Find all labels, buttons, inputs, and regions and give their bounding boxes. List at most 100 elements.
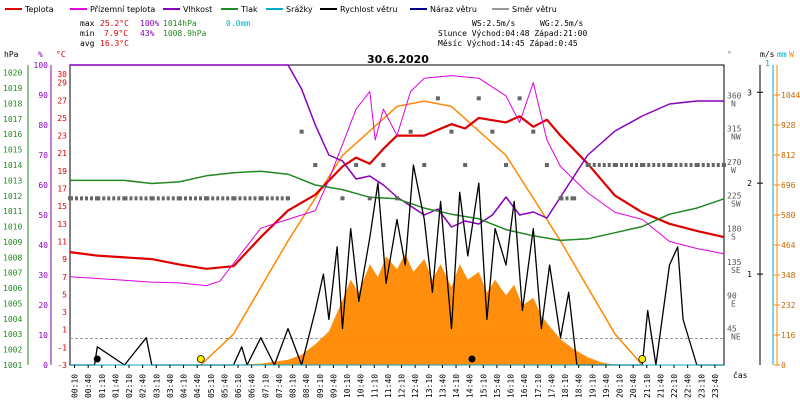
- tick-time: 23:40: [711, 374, 720, 398]
- stat-moon: Měsíc Východ:14:45 Západ:0:45: [438, 39, 578, 48]
- legend-teplota: Teplota: [24, 5, 54, 14]
- tick-temp: 3: [62, 308, 67, 317]
- tick-time: 13:40: [438, 374, 447, 398]
- tick-dir-name: SE: [731, 266, 741, 275]
- tick-pct: 100: [34, 61, 49, 70]
- wind-direction-point: [367, 196, 372, 201]
- tick-time: 12:10: [398, 374, 407, 398]
- tick-time: 09:40: [329, 374, 338, 398]
- tick-hpa: 1017: [3, 115, 22, 124]
- tick-hpa: 1010: [3, 223, 22, 232]
- tick-time: 16:10: [507, 374, 516, 398]
- tick-time: 18:40: [575, 374, 584, 398]
- tick-dir-name: NE: [731, 333, 741, 342]
- tick-hpa: 1008: [3, 253, 22, 262]
- tick-ms: 2: [747, 179, 752, 188]
- stat-max-label: max: [80, 19, 95, 28]
- wind-direction-point: [340, 196, 345, 201]
- stat-sun: Slunce Východ:04:48 Západ:21:00: [438, 29, 587, 38]
- tick-time: 03:40: [166, 374, 175, 398]
- tick-time: 12:40: [411, 374, 420, 398]
- tick-temp: 29: [57, 79, 67, 88]
- tick-temp: 5: [62, 290, 67, 299]
- tick-w: 1044: [781, 91, 800, 100]
- legend-prizemni-teplota: Přízemní teplota: [90, 5, 155, 14]
- tick-time: 10:10: [343, 374, 352, 398]
- tick-dir-name: NW: [731, 133, 741, 142]
- tick-w: 580: [781, 211, 796, 220]
- wind-direction-layer: [68, 96, 726, 363]
- tick-w: 696: [781, 181, 796, 190]
- tick-w: 116: [781, 331, 796, 340]
- wind-direction-point: [381, 163, 386, 167]
- tick-dir-deg: 45: [727, 325, 737, 334]
- tick-time: 11:40: [384, 374, 393, 398]
- tick-temp: 15: [57, 202, 67, 211]
- tick-hpa: 1001: [3, 361, 22, 370]
- tick-dir-deg: 270: [727, 158, 742, 167]
- tick-temp: 11: [57, 237, 67, 246]
- tick-dir-deg: 135: [727, 258, 742, 267]
- stat-max-hum: 100%: [140, 19, 159, 28]
- legend-rychlost-vetru: Rychlost větru: [340, 5, 397, 14]
- tick-pct: 50: [38, 211, 48, 220]
- wind-direction-point: [395, 196, 399, 201]
- tick-time: 07:10: [261, 374, 270, 398]
- tick-time: 18:10: [561, 374, 570, 398]
- legend-smer-vetru: Směr větru: [512, 5, 557, 14]
- tick-time: 14:40: [466, 374, 475, 398]
- radiation-layer: [70, 100, 724, 366]
- tick-hpa: 1005: [3, 299, 22, 308]
- tick-pct: 10: [38, 331, 48, 340]
- axis-unit-w: W: [789, 50, 794, 59]
- tick-w: 928: [781, 121, 796, 130]
- wind-direction-point: [722, 163, 726, 167]
- series-line-tlak: [70, 170, 725, 242]
- tick-time: 02:40: [139, 374, 148, 398]
- series-layer: [69, 64, 725, 366]
- tick-temp: 1: [62, 326, 67, 335]
- tick-hpa: 1012: [3, 192, 22, 201]
- tick-time: 13:10: [425, 374, 434, 398]
- axis-unit-deg: °: [727, 50, 732, 59]
- tick-time: 06:40: [248, 374, 257, 398]
- tick-dir-name: W: [731, 166, 736, 175]
- tick-time: 22:10: [670, 374, 679, 398]
- tick-dir-name: N: [731, 99, 736, 108]
- tick-dir-name: E: [731, 299, 736, 308]
- legend-vlhkost: Vlhkost: [183, 5, 212, 14]
- tick-hpa: 1019: [3, 84, 22, 93]
- stat-ws: WS:2.5m/s: [472, 19, 516, 28]
- tick-dir-deg: 315: [727, 125, 742, 134]
- tick-time: 00:40: [84, 374, 93, 398]
- tick-temp: 21: [57, 149, 67, 158]
- wind-direction-point: [313, 163, 318, 167]
- axis-unit-hpa: hPa: [4, 50, 19, 59]
- tick-time: 17:40: [547, 374, 556, 398]
- axis-unit-temp: °C: [56, 50, 66, 59]
- tick-dir-name: S: [731, 233, 736, 242]
- tick-labels-layer: 1020101910181017101610151014101310121011…: [3, 59, 800, 398]
- tick-hpa: 1011: [3, 207, 22, 216]
- wind-direction-point: [286, 196, 290, 201]
- tick-pct: 30: [38, 271, 48, 280]
- tick-pct: 90: [38, 91, 48, 100]
- tick-mm: 1: [765, 59, 770, 68]
- tick-pct: 60: [38, 181, 48, 190]
- tick-w: 812: [781, 151, 796, 160]
- tick-temp: 30: [57, 70, 67, 79]
- tick-dir-deg: 90: [727, 291, 737, 300]
- tick-time: 09:10: [316, 374, 325, 398]
- tick-time: 22:40: [684, 374, 693, 398]
- stat-min-label: min: [80, 29, 95, 38]
- wind-direction-point: [408, 129, 413, 134]
- wind-direction-point: [476, 96, 481, 101]
- tick-temp: 23: [57, 132, 67, 141]
- wind-direction-point: [531, 129, 536, 134]
- tick-temp: -3: [57, 361, 67, 370]
- tick-hpa: 1002: [3, 346, 22, 355]
- tick-time: 01:10: [98, 374, 107, 398]
- wind-direction-point: [504, 163, 508, 167]
- wind-direction-point: [435, 96, 440, 101]
